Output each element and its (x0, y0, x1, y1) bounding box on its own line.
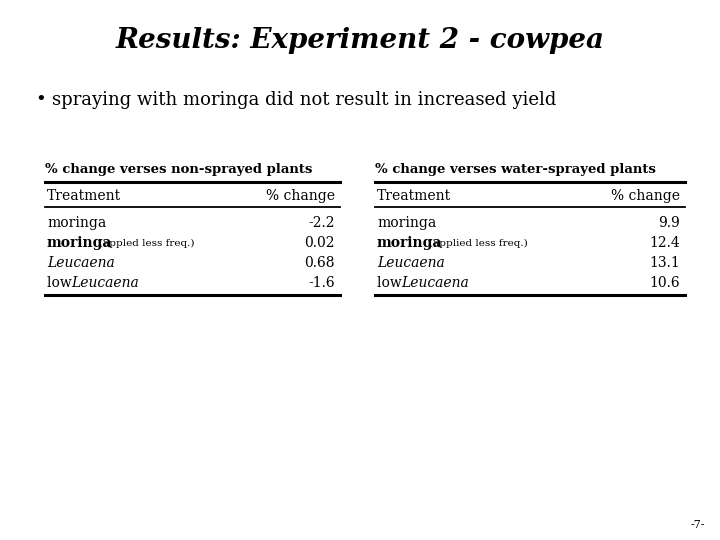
Text: moringa: moringa (47, 216, 107, 230)
Text: moringa: moringa (377, 216, 436, 230)
Text: 13.1: 13.1 (649, 256, 680, 270)
Text: low: low (377, 276, 406, 290)
Text: 10.6: 10.6 (649, 276, 680, 290)
Text: (applied less freq.): (applied less freq.) (429, 239, 528, 247)
Text: % change: % change (611, 189, 680, 203)
Text: Results: Experiment 2 - cowpea: Results: Experiment 2 - cowpea (115, 26, 605, 53)
Text: Treatment: Treatment (47, 189, 121, 203)
Text: 12.4: 12.4 (649, 236, 680, 250)
Text: 9.9: 9.9 (658, 216, 680, 230)
Text: % change: % change (266, 189, 335, 203)
Text: -1.6: -1.6 (308, 276, 335, 290)
Text: Leucaena: Leucaena (377, 256, 445, 270)
Text: -7-: -7- (690, 520, 705, 530)
Text: moringa: moringa (47, 236, 112, 250)
Text: -2.2: -2.2 (308, 216, 335, 230)
Text: spraying with moringa did not result in increased yield: spraying with moringa did not result in … (52, 91, 557, 109)
Text: Treatment: Treatment (377, 189, 451, 203)
Text: % change verses non-sprayed plants: % change verses non-sprayed plants (45, 164, 312, 177)
Text: low: low (47, 276, 76, 290)
Text: (appled less freq.): (appled less freq.) (99, 239, 194, 247)
Text: moringa: moringa (377, 236, 443, 250)
Text: Leucaena: Leucaena (71, 276, 139, 290)
Text: 0.02: 0.02 (305, 236, 335, 250)
Text: •: • (35, 91, 46, 109)
Text: Leucaena: Leucaena (47, 256, 114, 270)
Text: % change verses water-sprayed plants: % change verses water-sprayed plants (375, 164, 656, 177)
Text: 0.68: 0.68 (305, 256, 335, 270)
Text: Leucaena: Leucaena (401, 276, 469, 290)
